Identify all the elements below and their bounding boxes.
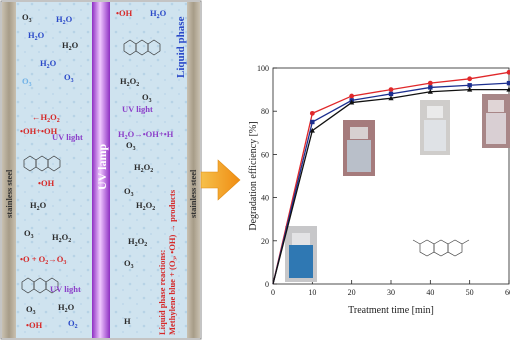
left-species-label: O3	[22, 76, 32, 88]
left-species-label: H2O	[40, 58, 57, 70]
phase-label: Liquid phase	[175, 16, 187, 78]
right-chamber	[110, 2, 187, 338]
left-species-label: H2O	[56, 14, 73, 26]
steel-wall-left	[2, 2, 16, 338]
molecule-left-2	[21, 277, 59, 294]
left-species-label: •OH	[26, 320, 43, 330]
left-species-label: O3	[64, 72, 74, 84]
reaction-line-1: Liquid phase reactions:	[157, 249, 167, 335]
y-tick-label: 20	[261, 237, 269, 246]
left-species-label: H2O	[58, 302, 75, 314]
right-species-label: H	[124, 316, 131, 326]
data-point	[427, 80, 433, 86]
x-tick-label: 50	[466, 288, 474, 297]
vial-photo-0min	[285, 226, 317, 282]
vial-photo-60min	[482, 94, 510, 148]
y-tick-label: 0	[265, 280, 269, 289]
left-species-label: O2	[68, 318, 78, 330]
reaction-line-2: Methylene blue + (O₃, •OH) → products	[167, 189, 177, 335]
right-species-label: H2O→•OH+•H	[118, 129, 174, 141]
right-species-label: •OH	[116, 8, 133, 18]
data-point	[428, 85, 433, 90]
left-species-label: O3	[24, 228, 34, 240]
data-point	[349, 99, 355, 105]
y-tick-label: 40	[261, 194, 269, 203]
reactor-outline	[0, 0, 202, 340]
left-species-label: H2O	[28, 30, 45, 42]
left-species-label: H2O	[30, 200, 47, 212]
left-species-label: H2O	[62, 40, 79, 52]
x-tick-label: 10	[308, 288, 316, 297]
molecule-right-1	[123, 39, 161, 56]
right-species-label: O3	[126, 140, 136, 152]
chart: 0 10 20 30 40 50 60 0 20 40 60 80 100	[248, 64, 510, 316]
left-species-label: O3	[26, 304, 36, 316]
molecule-left-1	[23, 155, 61, 172]
left-species-label: •O + O2→O3	[20, 254, 66, 266]
steel-wall-right	[187, 2, 200, 338]
right-species-label: H2O2	[134, 162, 153, 174]
y-tick-label: 80	[261, 107, 269, 116]
data-point	[427, 88, 433, 94]
data-point	[349, 93, 355, 99]
left-species-label: ←H2O2	[32, 112, 60, 124]
data-point	[388, 95, 394, 101]
data-point	[506, 80, 510, 86]
lamp-label: UV lamp	[95, 144, 109, 190]
left-species-label: H2O2	[52, 232, 71, 244]
data-point	[467, 76, 473, 82]
right-species-label: H2O2	[128, 236, 147, 248]
data-point	[309, 127, 315, 133]
right-species-label: H2O	[150, 8, 167, 20]
process-arrow-icon	[200, 159, 241, 201]
left-species-label: •OH+•OH	[20, 126, 58, 136]
reactor-diagram: UV lamp stainless steel stainless steel …	[0, 0, 202, 340]
y-axis-label: Degradation efficiency [%]	[248, 121, 259, 230]
vial-photo-40min	[420, 100, 450, 155]
data-point	[506, 69, 510, 75]
right-species-label: O3	[124, 258, 134, 270]
methylene-blue-structure	[412, 239, 470, 257]
x-tick-label: 40	[426, 288, 434, 297]
left-species-label: O3	[22, 12, 32, 24]
left-species-label: UV light	[52, 132, 83, 142]
y-tick-label: 100	[257, 64, 269, 73]
x-tick-label: 60	[505, 288, 510, 297]
left-species-label: •OH	[38, 178, 55, 188]
right-species-label: UV light	[122, 104, 153, 114]
vial-photo-10min	[343, 120, 375, 176]
right-species-label: H2O2	[120, 76, 139, 88]
right-species-label: O3	[124, 186, 134, 198]
x-tick-label: 0	[271, 288, 275, 297]
y-tick-label: 60	[261, 150, 269, 159]
data-point	[388, 91, 394, 97]
right-species-label: O3	[142, 92, 152, 104]
data-point	[467, 86, 473, 92]
x-tick-label: 20	[348, 288, 356, 297]
x-axis-label: Treatment time [min]	[348, 305, 434, 316]
data-point	[467, 83, 472, 88]
x-tick-label: 30	[387, 288, 395, 297]
data-point	[310, 119, 315, 125]
uv-lamp	[92, 2, 110, 338]
left-species-label: UV light	[50, 284, 81, 294]
data-point	[506, 86, 510, 92]
data-point	[388, 87, 394, 92]
wall-label-right: stainless steel	[188, 169, 198, 218]
right-species-label: H2O2	[136, 200, 155, 212]
wall-label-left: stainless steel	[4, 169, 14, 218]
data-point	[309, 110, 315, 116]
